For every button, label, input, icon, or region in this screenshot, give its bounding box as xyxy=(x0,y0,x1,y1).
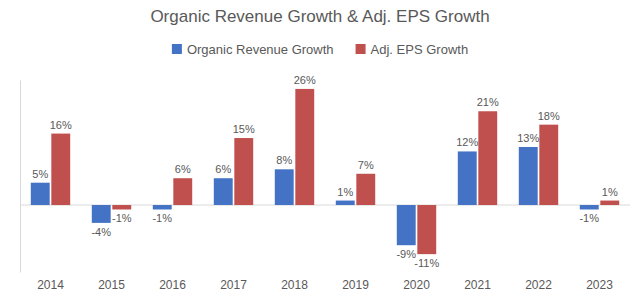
data-label: 8% xyxy=(276,154,292,166)
bar xyxy=(153,205,172,209)
x-tick-label: 2014 xyxy=(37,278,64,292)
x-tick-label: 2018 xyxy=(281,278,308,292)
bar xyxy=(336,201,355,205)
legend-label: Organic Revenue Growth xyxy=(187,42,334,57)
x-tick: 2018 xyxy=(281,278,308,292)
data-label: -1% xyxy=(579,212,599,224)
legend: Organic Revenue Growth Adj. EPS Growth xyxy=(172,42,468,57)
title: Organic Revenue Growth & Adj. EPS Growth xyxy=(150,7,489,26)
x-tick: 2021 xyxy=(464,278,491,292)
x-tick: 2023 xyxy=(586,278,613,292)
data-label: 1% xyxy=(337,186,353,198)
grid-line xyxy=(20,205,630,206)
data-label: -1% xyxy=(152,212,172,224)
bar xyxy=(397,205,416,245)
data-label: 6% xyxy=(215,163,231,175)
bar xyxy=(519,147,538,205)
bar xyxy=(31,183,50,205)
y-axis xyxy=(20,81,22,273)
bar xyxy=(458,151,477,205)
x-tick-label: 2015 xyxy=(98,278,125,292)
x-tick: 2019 xyxy=(342,278,369,292)
data-label: 1% xyxy=(602,186,618,198)
bars xyxy=(31,89,619,254)
data-label: 26% xyxy=(294,74,316,86)
x-tick: 2017 xyxy=(220,278,247,292)
x-tick: 2014 xyxy=(37,278,64,292)
bar-series xyxy=(51,89,619,254)
bar xyxy=(356,174,375,205)
bar xyxy=(275,169,294,205)
data-label: 6% xyxy=(175,163,191,175)
data-label: 21% xyxy=(477,96,499,108)
x-tick-label: 2019 xyxy=(342,278,369,292)
chart: Organic Revenue Growth & Adj. EPS Growth… xyxy=(0,0,640,304)
bar xyxy=(112,205,131,209)
x-axis: 2014 2015 2016 2017 2018 2019 2020 2021 2022 2023 xyxy=(37,278,613,292)
bar xyxy=(234,138,253,205)
data-label: -4% xyxy=(91,226,111,238)
bar xyxy=(214,178,233,205)
x-tick-label: 2020 xyxy=(403,278,430,292)
data-label: 7% xyxy=(358,159,374,171)
y-axis-line xyxy=(20,81,21,273)
data-label: 18% xyxy=(538,110,560,122)
x-tick-label: 2016 xyxy=(159,278,186,292)
bar xyxy=(295,89,314,205)
bar xyxy=(51,134,70,205)
legend-item: Adj. EPS Growth xyxy=(356,42,469,57)
bar xyxy=(173,178,192,205)
data-label: 13% xyxy=(517,132,539,144)
bar xyxy=(600,201,619,205)
data-labels: 5%-4%-1%6%8%1%-9%12%13%-1%16%-1%6%15%26%… xyxy=(32,74,618,269)
grid xyxy=(20,205,630,206)
data-label: -9% xyxy=(396,248,416,260)
legend-label: Adj. EPS Growth xyxy=(371,42,469,57)
data-label: 15% xyxy=(233,123,255,135)
data-label: 16% xyxy=(50,119,72,131)
bar xyxy=(478,111,497,205)
bar-series xyxy=(31,147,599,245)
legend-swatch xyxy=(356,44,366,54)
x-tick-label: 2022 xyxy=(525,278,552,292)
x-tick-label: 2023 xyxy=(586,278,613,292)
x-tick-label: 2017 xyxy=(220,278,247,292)
bar xyxy=(580,205,599,209)
x-tick: 2015 xyxy=(98,278,125,292)
data-label: -11% xyxy=(414,257,439,269)
bar xyxy=(417,205,436,254)
data-label: 12% xyxy=(456,136,478,148)
legend-swatch xyxy=(172,44,182,54)
x-tick: 2016 xyxy=(159,278,186,292)
bar xyxy=(92,205,111,223)
data-label: 5% xyxy=(32,168,48,180)
x-tick: 2022 xyxy=(525,278,552,292)
data-label: -1% xyxy=(112,212,132,224)
x-tick-label: 2021 xyxy=(464,278,491,292)
legend-item: Organic Revenue Growth xyxy=(172,42,334,57)
bar xyxy=(539,125,558,205)
x-tick: 2020 xyxy=(403,278,430,292)
